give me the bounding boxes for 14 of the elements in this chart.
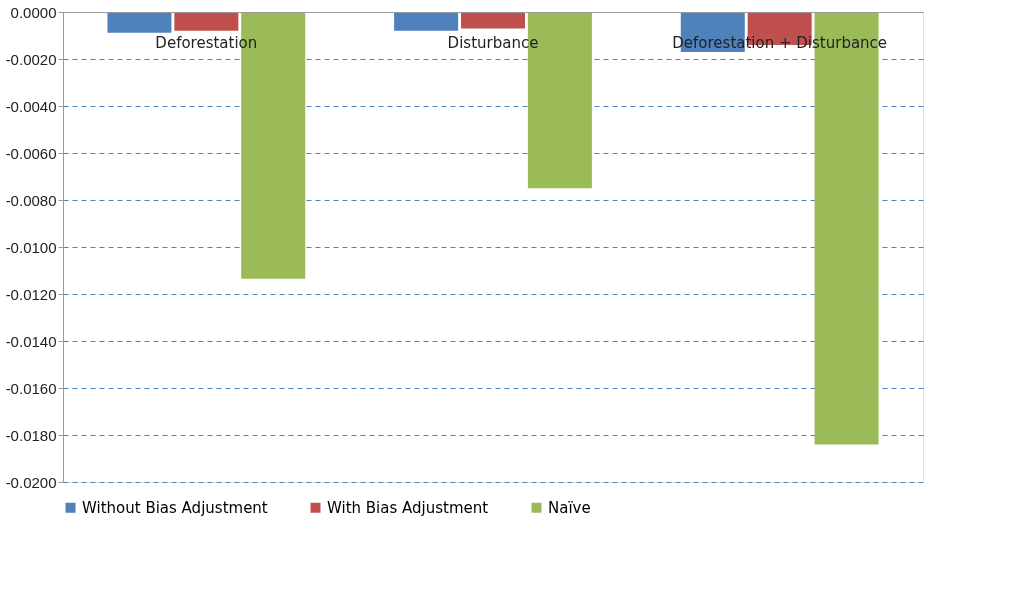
y-tick-label: -0.0120 <box>5 285 57 303</box>
y-tick-label: -0.0200 <box>5 473 57 491</box>
legend-label: With Bias Adjustment <box>327 498 489 517</box>
legend-label: Without Bias Adjustment <box>82 498 268 517</box>
y-tick-label: -0.0040 <box>5 97 57 115</box>
y-tick-label: -0.0020 <box>5 50 57 68</box>
y-tick-label: -0.0140 <box>5 332 57 350</box>
legend-label: Naïve <box>548 498 591 517</box>
y-tick-label: -0.0160 <box>5 379 57 397</box>
y-tick-label: 0.0000 <box>10 3 57 21</box>
y-tick-label: -0.0180 <box>5 426 57 444</box>
y-tick-label: -0.0060 <box>5 144 57 162</box>
y-tick-label: -0.0080 <box>5 191 57 209</box>
y-tick-label: -0.0100 <box>5 238 57 256</box>
